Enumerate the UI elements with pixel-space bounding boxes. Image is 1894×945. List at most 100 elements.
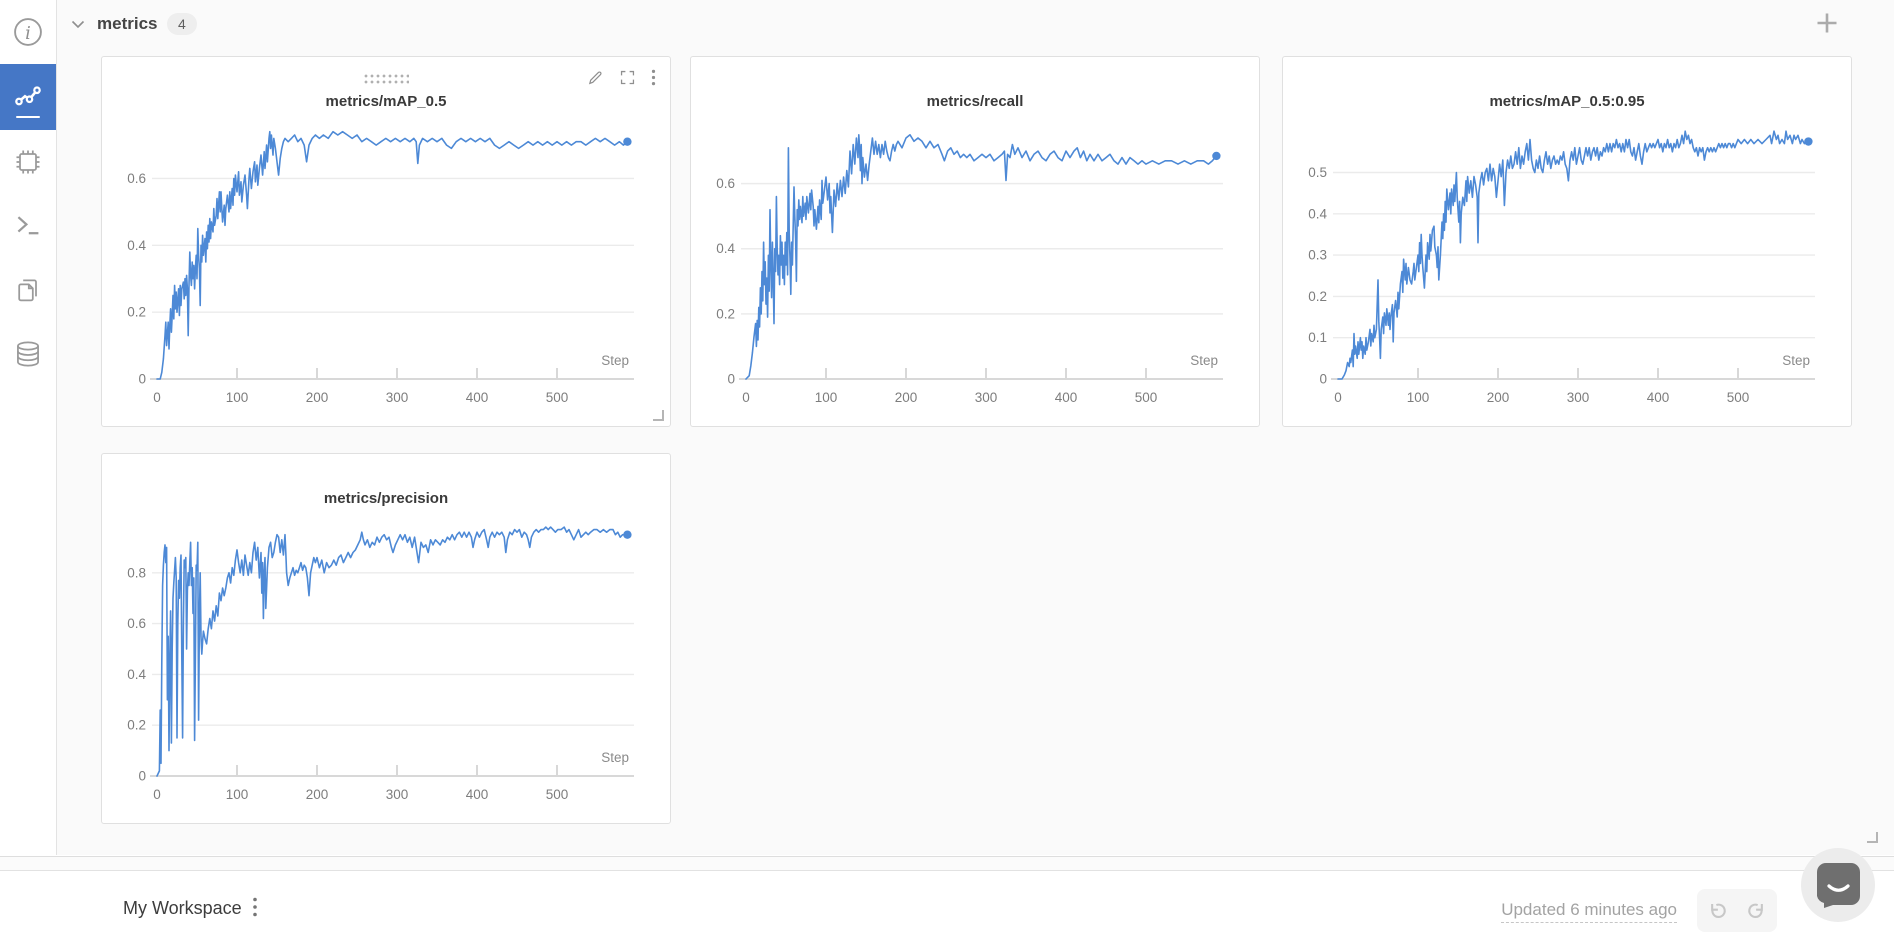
svg-text:0: 0 xyxy=(1319,372,1327,387)
intercom-chat-button[interactable] xyxy=(1801,848,1875,922)
svg-text:0.4: 0.4 xyxy=(716,241,735,256)
section-resize-handle[interactable] xyxy=(1867,832,1878,843)
svg-text:i: i xyxy=(25,23,31,44)
line-chart-precision[interactable]: 0 0.2 0.4 0.6 0.8 0 100 200 300 400 500 Step xyxy=(102,454,670,823)
sidebar-item-logs[interactable] xyxy=(0,194,56,258)
info-icon: i xyxy=(14,18,42,46)
line-chart-map-05-095[interactable]: 0 0.1 0.2 0.3 0.4 0.5 0 100 200 300 400 500 Step xyxy=(1283,57,1851,426)
svg-text:0.8: 0.8 xyxy=(127,565,146,580)
svg-text:0: 0 xyxy=(1334,390,1342,405)
svg-text:500: 500 xyxy=(546,390,569,405)
sidebar-item-system[interactable] xyxy=(0,130,56,194)
panel-resize-handle[interactable] xyxy=(653,410,664,421)
chart-panel-recall[interactable]: metrics/recall 0 0.2 0.4 0.6 0 100 200 300 400 50… xyxy=(690,56,1260,427)
svg-text:100: 100 xyxy=(226,787,249,802)
svg-text:400: 400 xyxy=(466,787,489,802)
svg-text:300: 300 xyxy=(386,390,409,405)
sidebar-item-overview[interactable]: i xyxy=(0,0,56,64)
svg-text:0: 0 xyxy=(138,769,146,784)
svg-text:0.2: 0.2 xyxy=(716,306,735,321)
sidebar-item-artifacts[interactable] xyxy=(0,322,56,386)
chart-panel-precision[interactable]: metrics/precision 0 0.2 0.4 0.6 0.8 0 100 200 30… xyxy=(101,453,671,824)
undo-icon xyxy=(1711,903,1726,918)
svg-text:0.2: 0.2 xyxy=(127,305,146,320)
fullscreen-icon[interactable] xyxy=(619,69,636,86)
undo-button[interactable] xyxy=(1697,889,1737,932)
svg-text:500: 500 xyxy=(546,787,569,802)
metrics-section-header: metrics 4 xyxy=(57,0,1894,48)
svg-text:Step: Step xyxy=(1782,353,1810,368)
line-chart-recall[interactable]: 0 0.2 0.4 0.6 0 100 200 300 400 500 Step xyxy=(691,57,1259,426)
svg-text:200: 200 xyxy=(306,390,329,405)
svg-text:0.4: 0.4 xyxy=(1308,206,1327,221)
svg-text:0.5: 0.5 xyxy=(1308,165,1327,180)
svg-text:0.1: 0.1 xyxy=(1308,330,1327,345)
section-title[interactable]: metrics xyxy=(97,14,158,33)
svg-text:0.2: 0.2 xyxy=(1308,289,1327,304)
edit-pencil-icon[interactable] xyxy=(587,69,604,86)
sidebar-item-charts[interactable] xyxy=(0,64,56,130)
add-panel-plus-icon[interactable] xyxy=(1814,10,1840,36)
chart-title: metrics/recall xyxy=(926,93,1024,110)
workspace-title[interactable]: My Workspace xyxy=(123,898,242,918)
kebab-menu-icon[interactable] xyxy=(651,69,656,86)
svg-text:100: 100 xyxy=(226,390,249,405)
svg-text:0: 0 xyxy=(742,390,750,405)
svg-text:Step: Step xyxy=(601,750,629,765)
redo-icon xyxy=(1748,903,1763,918)
chart-title: metrics/precision xyxy=(323,490,449,507)
updated-status: Updated 6 minutes ago xyxy=(1501,900,1677,923)
svg-text:200: 200 xyxy=(306,787,329,802)
panel-drag-handle[interactable] xyxy=(363,73,409,84)
svg-text:0.4: 0.4 xyxy=(127,667,146,682)
svg-text:0.6: 0.6 xyxy=(127,616,146,631)
svg-text:100: 100 xyxy=(1407,390,1430,405)
panel-type-sidebar: i xyxy=(0,0,57,855)
workspace-menu-kebab-icon[interactable] xyxy=(252,896,258,918)
svg-text:400: 400 xyxy=(1647,390,1670,405)
redo-button[interactable] xyxy=(1737,889,1777,932)
chart-title: metrics/mAP_0.5 xyxy=(325,93,447,110)
svg-text:0.4: 0.4 xyxy=(127,238,146,253)
svg-text:500: 500 xyxy=(1727,390,1750,405)
svg-text:0.3: 0.3 xyxy=(1308,248,1327,263)
svg-text:300: 300 xyxy=(386,787,409,802)
svg-text:0.2: 0.2 xyxy=(127,718,146,733)
line-chart-map-05[interactable]: 0 0.2 0.4 0.6 0 100 200 300 400 500 Step xyxy=(102,57,670,426)
svg-text:0.6: 0.6 xyxy=(127,171,146,186)
database-icon xyxy=(17,341,39,367)
svg-text:0: 0 xyxy=(153,787,161,802)
svg-text:300: 300 xyxy=(975,390,998,405)
svg-text:400: 400 xyxy=(466,390,489,405)
svg-text:300: 300 xyxy=(1567,390,1590,405)
chart-panel-map-05-095[interactable]: metrics/mAP_0.5:0.95 0 0.1 0.2 0.3 0.4 0.5 0 10… xyxy=(1282,56,1852,427)
chip-icon xyxy=(16,150,40,174)
workspace-footer-bar: My Workspace Updated 6 minutes ago xyxy=(0,872,1894,945)
svg-text:400: 400 xyxy=(1055,390,1078,405)
panel-toolbar xyxy=(587,69,656,86)
selected-indicator xyxy=(16,116,40,118)
horizontal-scrollbar-track[interactable] xyxy=(0,856,1894,871)
panels-content-area: metrics 4 metrics/mAP_0.5 0 0.2 0.4 0.6 0 100 xyxy=(57,0,1894,855)
svg-text:0: 0 xyxy=(153,390,161,405)
svg-text:500: 500 xyxy=(1135,390,1158,405)
panel-count-badge: 4 xyxy=(167,13,197,35)
chart-title: metrics/mAP_0.5:0.95 xyxy=(1489,93,1645,110)
sidebar-item-files[interactable] xyxy=(0,258,56,322)
undo-redo-group xyxy=(1697,889,1777,932)
chart-panel-map-05[interactable]: metrics/mAP_0.5 0 0.2 0.4 0.6 0 100 200 300 400 5… xyxy=(101,56,671,427)
svg-text:100: 100 xyxy=(815,390,838,405)
chat-bubble-icon xyxy=(1816,862,1860,908)
svg-text:Step: Step xyxy=(1190,353,1218,368)
svg-text:0.6: 0.6 xyxy=(716,176,735,191)
section-collapse-chevron-icon[interactable] xyxy=(71,20,85,29)
line-chart-icon xyxy=(15,86,41,106)
svg-text:0: 0 xyxy=(727,372,735,387)
copy-icon xyxy=(18,279,37,302)
svg-text:200: 200 xyxy=(895,390,918,405)
svg-text:Step: Step xyxy=(601,353,629,368)
svg-text:200: 200 xyxy=(1487,390,1510,405)
terminal-icon xyxy=(17,216,39,235)
svg-text:0: 0 xyxy=(138,372,146,387)
